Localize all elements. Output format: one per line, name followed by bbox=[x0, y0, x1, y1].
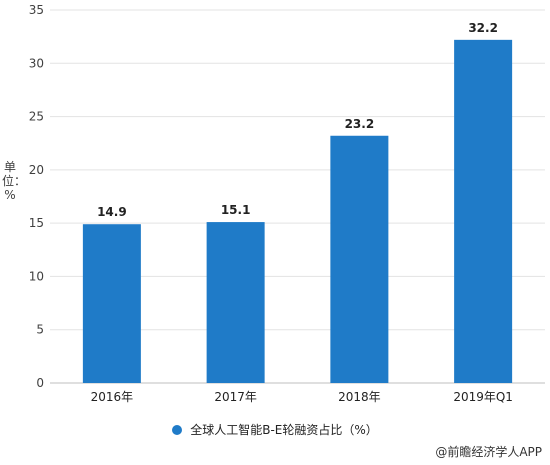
y-tick-label: 30 bbox=[29, 56, 44, 70]
x-tick-label: 2018年 bbox=[338, 390, 381, 404]
y-tick-label: 35 bbox=[29, 3, 44, 17]
y-tick-label: 10 bbox=[29, 269, 44, 283]
data-label: 23.2 bbox=[345, 117, 375, 131]
bar bbox=[454, 39, 513, 384]
bar bbox=[330, 135, 389, 383]
legend[interactable]: 全球人工智能B-E轮融资占比（%） bbox=[0, 421, 550, 438]
y-tick-label: 5 bbox=[36, 323, 44, 337]
x-tick-label: 2019年Q1 bbox=[453, 390, 513, 404]
legend-label: 全球人工智能B-E轮融资占比（%） bbox=[190, 423, 378, 437]
y-tick-label: 15 bbox=[29, 216, 44, 230]
source-credit: @前瞻经济学人APP bbox=[435, 445, 542, 459]
bar bbox=[82, 224, 141, 383]
data-label: 15.1 bbox=[221, 203, 251, 217]
data-label: 14.9 bbox=[97, 205, 127, 219]
y-tick-label: 25 bbox=[29, 110, 44, 124]
x-tick-labels: 2016年 2017年 2018年 2019年Q1 bbox=[91, 390, 513, 404]
y-tick-labels: 0 5 10 15 20 25 30 35 bbox=[29, 3, 44, 390]
y-axis-label: 单位：% bbox=[2, 160, 27, 202]
bars bbox=[82, 39, 513, 384]
x-tick-label: 2016年 bbox=[91, 390, 134, 404]
legend-marker-icon bbox=[172, 425, 183, 435]
x-tick-label: 2017年 bbox=[214, 390, 257, 404]
y-tick-label: 20 bbox=[29, 163, 44, 177]
y-tick-label: 0 bbox=[36, 376, 44, 390]
data-label: 32.2 bbox=[468, 21, 498, 35]
bar bbox=[206, 222, 265, 383]
data-labels: 14.9 15.1 23.2 32.2 bbox=[97, 21, 498, 219]
